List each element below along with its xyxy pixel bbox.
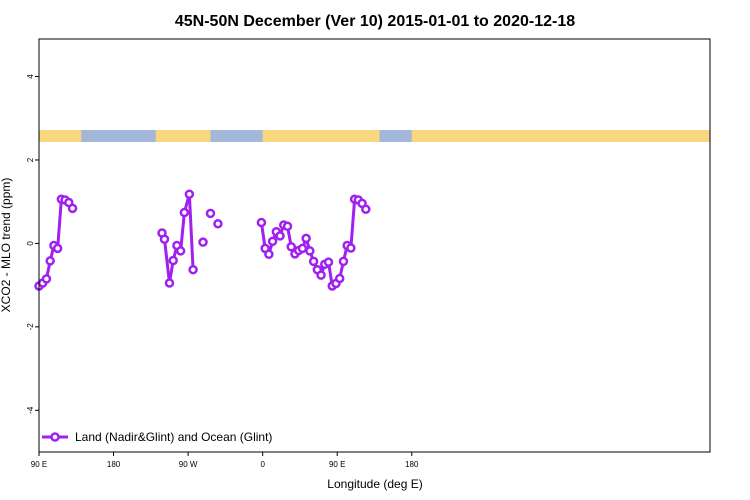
- x-tick-label-3: 0: [260, 460, 265, 469]
- data-point-40: [323, 257, 334, 267]
- legend-label: Land (Nadir&Glint) and Ocean (Glint): [75, 430, 272, 444]
- data-point-18: [188, 264, 198, 275]
- data-point-34: [301, 233, 311, 244]
- plot-frame: [38, 38, 711, 453]
- data-point-5: [52, 243, 63, 254]
- chart-title: 45N-50N December (Ver 10) 2015-01-01 to …: [175, 13, 575, 30]
- y-axis: -4 -2 0 2 4: [26, 74, 39, 414]
- land-band-segment-2: [262, 130, 380, 142]
- land-band-segment-1: [155, 130, 211, 142]
- x-tick-label-4: 90 E: [329, 460, 345, 469]
- data-point-11: [159, 234, 170, 244]
- data-point-16: [179, 207, 190, 218]
- data-point-12: [164, 278, 175, 288]
- x-tick-label-1: 180: [107, 460, 121, 469]
- data-point-22: [256, 217, 267, 228]
- legend: Land (Nadir&Glint) and Ocean (Glint): [42, 430, 272, 444]
- data-point-13: [168, 255, 178, 266]
- data-point-24: [264, 249, 274, 260]
- data-point-36: [308, 256, 319, 267]
- data-point-29: [282, 221, 293, 232]
- data-point-20: [205, 208, 216, 219]
- y-axis-label: XCO2 - MLO trend (ppm): [0, 178, 13, 313]
- land-ocean-band: [39, 130, 710, 142]
- x-tick-label-2: 90 W: [179, 460, 198, 469]
- data-point-3: [45, 256, 55, 266]
- x-tick-label-5: 180: [405, 460, 419, 469]
- data-point-33: [297, 243, 308, 254]
- plot-series: [34, 189, 371, 291]
- data-point-50: [361, 204, 371, 214]
- data-point-21: [213, 219, 223, 229]
- data-point-27: [275, 231, 285, 241]
- y-tick-label-1: -2: [26, 323, 35, 331]
- data-point-30: [286, 242, 296, 252]
- legend-marker-swatch: [50, 432, 60, 442]
- data-point-44: [338, 256, 349, 267]
- data-point-2: [41, 274, 52, 284]
- data-point-25: [267, 236, 278, 247]
- y-tick-label-4: 4: [26, 74, 35, 79]
- data-point-35: [305, 246, 315, 256]
- y-tick-label-3: 2: [26, 157, 35, 162]
- x-tick-label-0: 90 E: [31, 460, 47, 469]
- data-point-46: [346, 243, 356, 253]
- data-point-9: [67, 203, 78, 214]
- land-band-segment-3: [411, 130, 710, 142]
- data-point-17: [184, 189, 195, 199]
- y-tick-label-0: -4: [26, 406, 35, 414]
- land-band-segment-0: [39, 130, 82, 142]
- y-tick-label-2: 0: [26, 241, 35, 246]
- data-point-38: [316, 270, 326, 280]
- x-axis: 90 E 180 90 W 0 90 E 180: [31, 452, 419, 469]
- data-point-19: [198, 237, 208, 247]
- data-point-43: [334, 273, 345, 284]
- data-point-15: [175, 246, 186, 256]
- x-axis-label: Longitude (deg E): [327, 477, 422, 491]
